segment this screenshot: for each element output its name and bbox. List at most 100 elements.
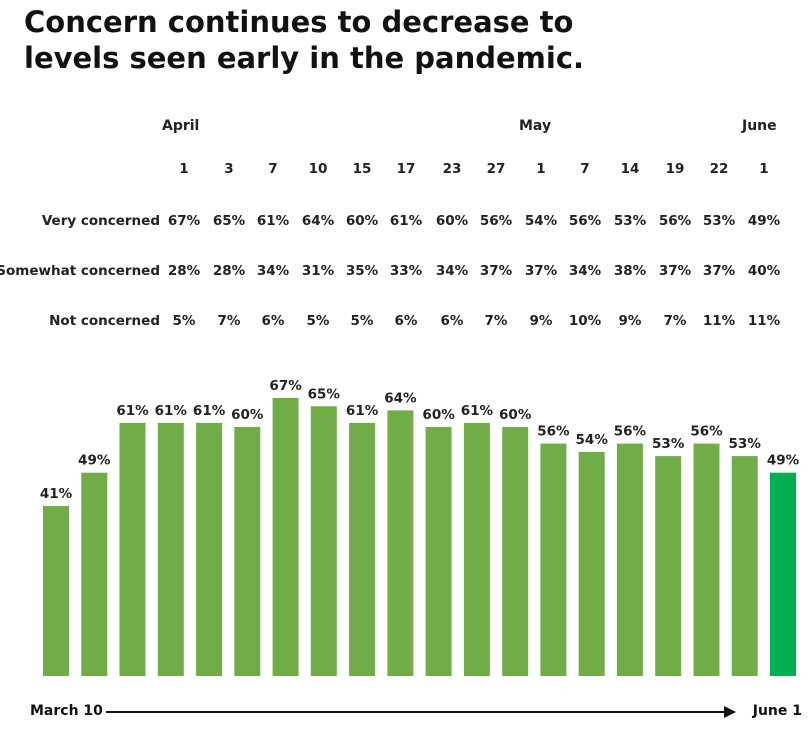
timeline-start-label: March 10 [30, 703, 103, 719]
table-cell: 28% [167, 263, 201, 279]
day-label: 10 [308, 161, 328, 177]
table-cell: 7% [663, 313, 687, 329]
timeline-arrow-head-icon [724, 706, 736, 718]
month-label: June [742, 118, 777, 134]
table-cell: 11% [702, 313, 736, 329]
day-label: 22 [709, 161, 729, 177]
day-label: 1 [179, 161, 189, 177]
bar-value-label: 61% [116, 403, 149, 419]
bar [157, 422, 184, 676]
table-cell: 56% [568, 213, 602, 229]
day-label: 15 [352, 161, 372, 177]
day-label: 17 [396, 161, 416, 177]
table-cell: 61% [389, 213, 423, 229]
bar [349, 422, 376, 676]
table-cell: 34% [568, 263, 602, 279]
table-cell: 40% [747, 263, 781, 279]
day-label: 1 [536, 161, 546, 177]
table-cell: 56% [479, 213, 513, 229]
table-cell: 5% [172, 313, 196, 329]
chart-title: Concern continues to decrease to levels … [24, 4, 724, 76]
bar-value-label: 54% [576, 432, 609, 448]
bar-value-label: 61% [193, 403, 226, 419]
bar [196, 422, 223, 676]
bar-value-label: 67% [269, 378, 302, 394]
table-cell: 9% [529, 313, 553, 329]
table-cell: 53% [702, 213, 736, 229]
table-cell: 7% [484, 313, 508, 329]
day-label: 1 [759, 161, 769, 177]
table-cell: 7% [217, 313, 241, 329]
bar-value-label: 56% [690, 424, 723, 440]
bar [43, 505, 69, 676]
bar [234, 427, 261, 676]
row-label: Not concerned [49, 313, 160, 329]
day-label: 27 [486, 161, 506, 177]
day-label: 23 [442, 161, 462, 177]
month-label: April [162, 118, 200, 134]
table-cell: 60% [435, 213, 469, 229]
table-cell: 5% [306, 313, 330, 329]
timeline-arrow-line [106, 711, 728, 713]
table-cell: 6% [261, 313, 285, 329]
bar [540, 443, 567, 676]
month-label: May [519, 118, 552, 134]
bar [655, 456, 682, 676]
bar [387, 410, 414, 676]
row-label: Very concerned [41, 213, 160, 229]
bar-value-label: 65% [308, 386, 341, 402]
bar-value-label: 61% [155, 403, 188, 419]
concern-table: April May June 1 3 7 10 15 17 23 27 1 7 14 19 22 1 Very c… [0, 0, 810, 340]
table-cell: 6% [440, 313, 464, 329]
table-cell: 34% [256, 263, 290, 279]
table-cell: 37% [479, 263, 513, 279]
bar [425, 427, 452, 676]
table-cell: 28% [212, 263, 246, 279]
table-cell: 64% [301, 213, 335, 229]
table-cell: 67% [167, 213, 201, 229]
table-cell: 11% [747, 313, 781, 329]
bar [616, 443, 643, 676]
day-label: 3 [224, 161, 234, 177]
table-cell: 9% [618, 313, 642, 329]
bar-value-label: 53% [652, 436, 685, 452]
table-cell: 53% [613, 213, 647, 229]
day-label: 14 [620, 161, 640, 177]
table-cell: 35% [345, 263, 379, 279]
bar [578, 451, 605, 676]
bar [119, 422, 146, 676]
table-cell: 54% [524, 213, 558, 229]
bar-value-label: 60% [422, 407, 455, 423]
bar [310, 406, 337, 676]
concern-bar-chart: 41% 49% 61% 61% 61% 60% 67% 65% 61% 64% 60% 61% 60% 5… [40, 378, 800, 676]
bar-value-label: 60% [231, 407, 264, 423]
table-cell: 37% [524, 263, 558, 279]
bar [693, 443, 720, 676]
table-cell: 56% [658, 213, 692, 229]
table-cell: 5% [350, 313, 374, 329]
bar [770, 472, 796, 676]
table-cell: 31% [301, 263, 335, 279]
bar-value-label: 56% [537, 424, 570, 440]
table-cell: 34% [435, 263, 469, 279]
bar-value-label: 60% [499, 407, 532, 423]
bar [81, 472, 108, 676]
bar [463, 422, 490, 676]
bar-value-label: 61% [346, 403, 379, 419]
table-cell: 38% [613, 263, 647, 279]
table-cell: 60% [345, 213, 379, 229]
bar-value-label: 61% [461, 403, 494, 419]
table-cell: 61% [256, 213, 290, 229]
bar-value-label: 49% [767, 453, 800, 469]
bar-value-label: 53% [729, 436, 762, 452]
table-cell: 33% [389, 263, 423, 279]
timeline-end-label: June 1 [752, 703, 802, 719]
table-cell: 37% [658, 263, 692, 279]
table-cell: 6% [394, 313, 418, 329]
bar [272, 398, 299, 676]
table-cell: 65% [212, 213, 246, 229]
bar-value-label: 49% [78, 453, 111, 469]
row-label: Somewhat concerned [0, 263, 160, 279]
table-cell: 10% [568, 313, 602, 329]
bar [731, 456, 758, 676]
